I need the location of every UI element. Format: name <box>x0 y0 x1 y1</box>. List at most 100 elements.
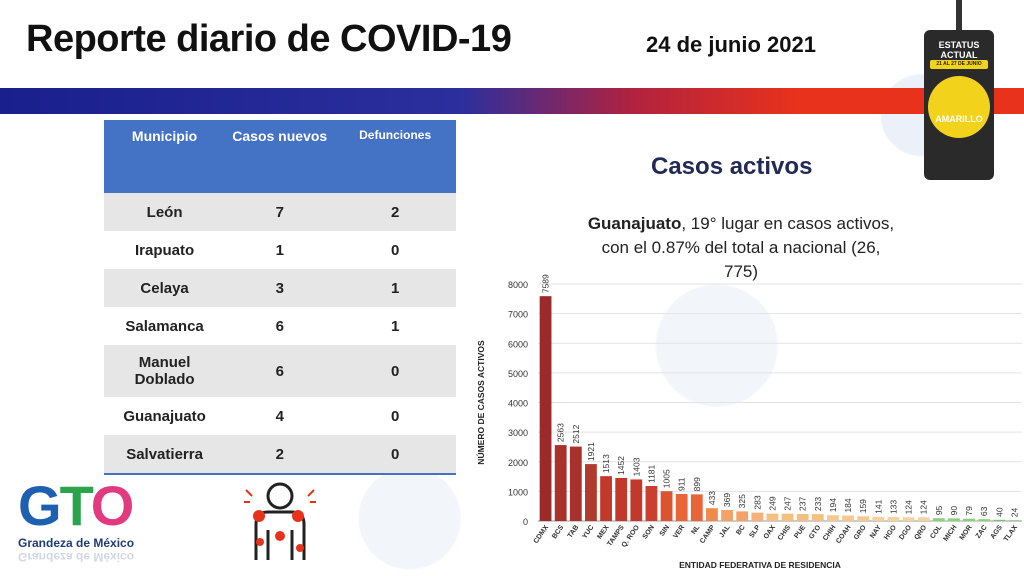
table-row: Salamanca 6 1 <box>104 307 456 345</box>
cell-municipio: Salvatierra <box>104 435 226 475</box>
cell-casos: 6 <box>225 345 335 397</box>
y-tick-label: 7000 <box>508 310 528 320</box>
bar-value-label: 95 <box>934 505 944 515</box>
bar <box>721 510 733 521</box>
y-tick-label: 5000 <box>508 369 528 379</box>
status-heading: ESTATUS ACTUAL <box>938 40 980 60</box>
status-level: AMARILLO <box>935 114 983 124</box>
cell-defunciones: 0 <box>390 241 400 259</box>
bar <box>796 513 809 521</box>
bar-value-label: 40 <box>994 507 1004 517</box>
bar-value-label: 1513 <box>601 454 611 473</box>
y-tick-label: 8000 <box>508 280 528 290</box>
y-tick-label: 6000 <box>508 339 528 349</box>
x-tick-label: SLP <box>748 524 762 539</box>
bar-value-label: 63 <box>979 506 989 516</box>
table-row: Guanajuato 4 0 <box>104 397 456 435</box>
table-row: Salvatierra 2 0 <box>104 435 456 475</box>
bar <box>932 518 945 521</box>
bar-value-label: 283 <box>752 495 762 509</box>
cell-defunciones: 2 <box>334 193 456 231</box>
bar-value-label: 325 <box>737 494 747 508</box>
x-tick-label: JAL <box>718 524 732 539</box>
bar-value-label: 911 <box>677 477 687 491</box>
bar <box>600 476 612 521</box>
y-tick-label: 0 <box>523 517 528 527</box>
cell-defunciones: 1 <box>390 317 400 335</box>
bar-value-label: 899 <box>692 477 702 491</box>
y-axis-title: NÚMERO DE CASOS ACTIVOS <box>475 340 486 465</box>
bar <box>645 486 658 521</box>
x-tick-label: NL <box>690 524 702 536</box>
table-row: Irapuato 1 0 <box>104 231 456 269</box>
chart-title: Casos activos <box>651 153 813 180</box>
cell-defunciones: 1 <box>334 269 456 307</box>
logo-wordmark: GTO <box>18 474 134 537</box>
cell-municipio: Salamanca <box>125 317 204 335</box>
cell-casos: 3 <box>225 269 335 307</box>
cell-casos: 4 <box>275 407 284 425</box>
x-tick-label: OAX <box>763 524 778 541</box>
y-tick-label: 4000 <box>508 399 528 409</box>
x-tick-label: YUC <box>581 524 595 540</box>
bar <box>706 508 718 521</box>
bar-value-label: 90 <box>949 506 959 516</box>
bar-value-label: 124 <box>904 500 914 514</box>
bar <box>630 479 643 521</box>
bar <box>1008 520 1021 521</box>
bar-value-label: 159 <box>858 499 868 513</box>
bar-value-label: 1403 <box>631 457 641 476</box>
cell-municipio: Celaya <box>104 269 226 307</box>
cell-casos: 1 <box>275 241 284 259</box>
x-tick-label: CHIS <box>777 524 793 542</box>
x-tick-label: MOR <box>959 524 974 541</box>
page-title: Reporte diario de COVID-19 <box>26 18 512 60</box>
bar <box>857 516 870 521</box>
gto-logo: GTO Grandeza de México Grandeza de Méxic… <box>18 478 166 570</box>
table-header-row: Municipio Casos nuevos Defunciones <box>104 120 456 193</box>
bar-value-label: 24 <box>1009 508 1019 518</box>
bar <box>751 512 764 521</box>
y-tick-label: 2000 <box>508 458 528 468</box>
bar <box>615 477 628 521</box>
status-hook <box>956 0 962 36</box>
x-tick-label: TAB <box>567 524 581 539</box>
bar <box>766 513 779 521</box>
x-tick-label: NAY <box>869 524 883 540</box>
bar-value-label: 141 <box>873 499 883 513</box>
bar <box>963 518 975 521</box>
bar <box>660 491 673 521</box>
col-header-municipio: Municipio <box>104 120 226 193</box>
x-tick-label: AGS <box>990 524 1005 541</box>
cell-municipio: León <box>104 193 226 231</box>
logo-tagline: Grandeza de México <box>18 536 135 550</box>
col-header-casos: Casos nuevos <box>225 120 335 193</box>
x-tick-label: PUE <box>793 524 807 540</box>
x-tick-label: CDMX <box>533 524 551 545</box>
x-axis-title: ENTIDAD FEDERATIVA DE RESIDENCIA <box>679 560 841 570</box>
bar-value-label: 433 <box>707 491 717 505</box>
cell-defunciones: 0 <box>390 407 400 425</box>
report-date: 24 de junio 2021 <box>646 32 816 57</box>
x-tick-label: BCS <box>551 524 565 540</box>
bar-value-label: 247 <box>783 496 793 510</box>
bar-value-label: 124 <box>919 500 929 514</box>
bar-value-label: 2512 <box>571 424 581 443</box>
cell-casos: 7 <box>225 193 335 231</box>
bar <box>554 445 567 521</box>
x-tick-label: ZAC <box>975 524 989 540</box>
cell-casos: 6 <box>275 317 284 335</box>
logo-reflection: Grandeza de México <box>18 550 135 564</box>
bar <box>585 464 597 521</box>
cell-defunciones: 0 <box>334 435 456 475</box>
x-tick-label: COL <box>929 524 944 541</box>
municipality-table: Municipio Casos nuevos Defunciones León … <box>104 120 456 475</box>
bar <box>978 519 991 521</box>
x-tick-label: DGO <box>898 524 913 542</box>
color-band <box>0 88 1024 114</box>
bar <box>827 515 839 521</box>
y-tick-label: 3000 <box>508 428 528 438</box>
x-tick-label: GTO <box>808 524 823 541</box>
x-tick-label: BC <box>735 524 747 536</box>
bar-value-label: 1005 <box>662 469 672 488</box>
